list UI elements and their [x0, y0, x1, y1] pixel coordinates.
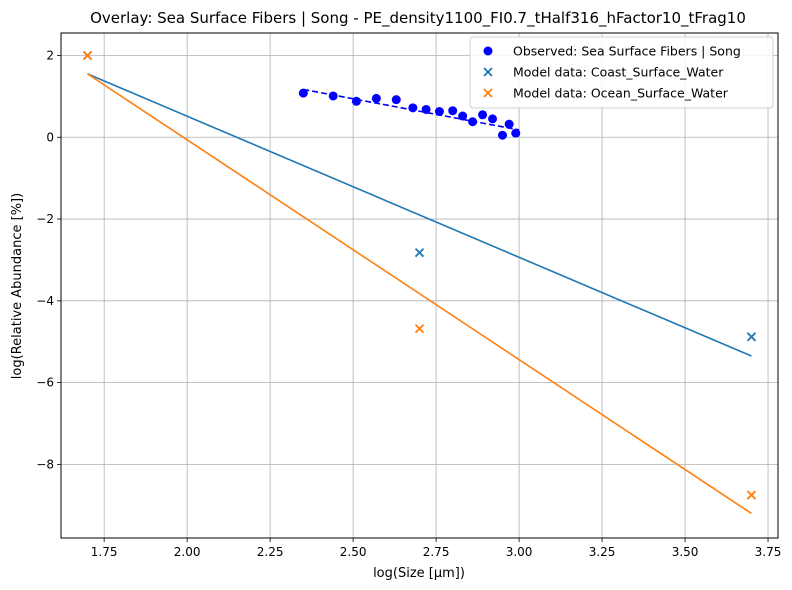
data-point-series-0: [468, 117, 478, 127]
data-point-series-1: [746, 332, 757, 342]
x-marker-stroke: [414, 324, 425, 334]
legend-box: [469, 36, 774, 109]
y-tick-label: 2: [46, 48, 54, 62]
y-tick-label: 0: [46, 130, 54, 144]
legend-label: Observed: Sea Surface Fibers | Song: [513, 44, 741, 59]
data-point-series-0: [488, 114, 498, 124]
data-point-series-0: [434, 107, 444, 117]
data-point-series-0: [371, 93, 381, 103]
y-axis-ticks: −8 −6 −4 −2 0 2: [36, 48, 61, 471]
y-axis-label: log(Relative Abundance [%]): [10, 193, 25, 379]
x-tick-label: 2.25: [257, 545, 284, 559]
data-point-series-0: [504, 119, 514, 129]
fit-line-series-1: [87, 73, 752, 357]
chart-title: Overlay: Sea Surface Fibers | Song - PE_…: [90, 9, 746, 28]
data-point-series-2: [414, 324, 425, 334]
plot-frame: [60, 32, 779, 539]
data-point-series-0: [328, 91, 338, 101]
data-point-series-2: [82, 50, 93, 61]
data-point-series-0: [478, 110, 488, 120]
data-point-series-2: [746, 490, 757, 500]
x-tick-label: 3.25: [589, 545, 616, 559]
data-point-series-0: [511, 128, 521, 138]
x-axis-label: log(Size [μm]): [373, 566, 465, 581]
x-marker-stroke: [82, 50, 93, 61]
legend-marker: [483, 67, 493, 77]
data-point-series-0: [408, 103, 418, 113]
x-tick-label: 3.75: [755, 545, 782, 559]
x-marker-stroke: [483, 67, 493, 77]
y-tick-label: −2: [36, 212, 54, 226]
y-tick-label: −6: [36, 376, 54, 390]
data-point-series-0: [391, 95, 401, 105]
x-marker-stroke: [746, 332, 757, 342]
x-tick-label: 2.50: [340, 545, 367, 559]
data-point-series-0: [421, 104, 431, 114]
legend-marker: [483, 88, 493, 98]
grid: [61, 33, 778, 538]
legend-label: Model data: Coast_Surface_Water: [513, 65, 724, 80]
data-point-series-0: [448, 106, 458, 116]
data-point-series-1: [414, 247, 425, 258]
x-tick-label: 2.75: [423, 545, 450, 559]
x-tick-label: 2.00: [174, 545, 201, 559]
legend-marker: [483, 46, 493, 56]
y-tick-label: −8: [36, 457, 54, 471]
x-marker-stroke: [483, 88, 493, 98]
data-point-series-0: [458, 111, 468, 121]
legend: Observed: Sea Surface Fibers | Song Model…: [469, 36, 774, 109]
data-point-series-0: [351, 96, 361, 106]
x-axis-ticks: 1.75 2.00 2.25 2.50 2.75 3.00 3.25 3.50 3.75: [91, 538, 782, 559]
legend-label: Model data: Ocean_Surface_Water: [513, 86, 729, 101]
data-point-series-0: [497, 130, 507, 140]
x-tick-label: 1.75: [91, 545, 118, 559]
x-marker-stroke: [746, 490, 757, 500]
x-marker-stroke: [414, 247, 425, 258]
x-tick-label: 3.50: [672, 545, 699, 559]
y-tick-label: −4: [36, 294, 54, 308]
x-tick-label: 3.00: [506, 545, 533, 559]
data-point-series-0: [298, 88, 308, 98]
fit-line-series-2: [87, 73, 752, 515]
data-points: [82, 50, 757, 500]
